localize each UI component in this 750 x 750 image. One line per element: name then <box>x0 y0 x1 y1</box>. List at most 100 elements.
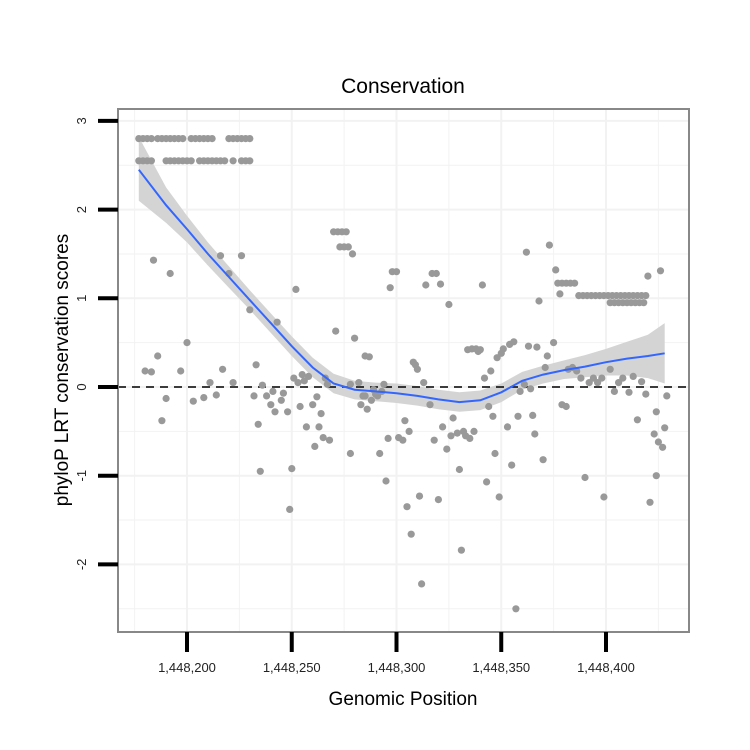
data-point <box>367 396 375 404</box>
data-point <box>514 412 522 420</box>
data-point <box>200 394 208 402</box>
data-point <box>543 352 551 360</box>
data-point <box>524 342 533 350</box>
data-point <box>449 414 457 422</box>
data-point <box>342 228 350 236</box>
data-point <box>319 434 327 442</box>
data-point <box>659 443 667 451</box>
data-point <box>206 379 214 387</box>
data-point <box>594 379 602 387</box>
data-point <box>644 272 652 280</box>
data-point <box>581 473 589 482</box>
data-point <box>510 338 518 346</box>
y-tick-label: 0 <box>74 383 89 390</box>
data-point <box>221 157 229 165</box>
y-tick-label: 1 <box>74 295 89 302</box>
y-tick-label: 2 <box>74 206 89 213</box>
data-point <box>499 345 507 353</box>
data-point <box>399 436 407 444</box>
data-point <box>346 380 354 388</box>
data-point <box>317 410 325 418</box>
data-point <box>254 420 262 428</box>
data-point <box>187 157 195 165</box>
x-tick-label: 1,448,250 <box>263 660 321 675</box>
data-point <box>447 432 455 440</box>
data-point <box>629 372 637 380</box>
data-point <box>237 252 246 260</box>
data-point <box>457 546 465 554</box>
data-point <box>434 496 442 504</box>
data-point <box>405 427 413 435</box>
data-point <box>522 248 531 256</box>
data-point <box>556 290 564 298</box>
data-point <box>166 269 174 278</box>
data-point <box>663 392 671 400</box>
data-point <box>315 423 323 431</box>
y-tick-label: -2 <box>74 559 89 571</box>
data-point <box>439 423 447 431</box>
data-point <box>246 306 254 314</box>
data-point <box>541 363 549 372</box>
data-point <box>363 405 371 413</box>
data-point <box>531 430 539 438</box>
data-point <box>436 280 445 288</box>
data-point <box>302 423 310 431</box>
data-point <box>401 417 409 425</box>
data-point <box>277 396 285 404</box>
data-point <box>384 434 392 442</box>
data-point <box>229 157 237 165</box>
data-point <box>430 436 438 444</box>
data-point <box>273 318 281 326</box>
data-point <box>392 268 401 276</box>
data-point <box>147 135 155 143</box>
data-point <box>527 385 535 393</box>
data-point <box>149 256 158 264</box>
y-tick-label: 3 <box>74 117 89 124</box>
data-point <box>652 472 660 480</box>
data-point <box>208 135 216 143</box>
data-point <box>480 374 489 382</box>
data-point <box>407 530 415 538</box>
data-point <box>298 371 306 379</box>
data-point <box>219 365 227 373</box>
data-point <box>489 412 497 420</box>
data-point <box>638 378 646 386</box>
data-point <box>619 374 627 382</box>
data-point <box>415 492 424 500</box>
data-point <box>313 393 321 401</box>
x-tick-label: 1,448,350 <box>472 660 530 675</box>
data-point <box>633 416 642 424</box>
data-point <box>229 379 237 387</box>
data-point <box>269 387 277 395</box>
data-point <box>386 284 394 292</box>
data-point <box>403 503 411 511</box>
x-axis: 1,448,200 1,448,250 1,448,300 1,448,350 1,44… <box>158 632 635 675</box>
data-point <box>642 390 650 398</box>
data-point <box>382 477 390 485</box>
data-point <box>652 408 660 416</box>
data-point <box>267 401 275 409</box>
x-axis-label: Genomic Position <box>329 689 478 710</box>
data-point <box>141 367 149 375</box>
data-point <box>304 372 313 380</box>
data-point <box>162 394 170 403</box>
data-point <box>478 281 486 289</box>
data-point <box>487 367 495 375</box>
y-axis-label: phyloP LRT conservation scores <box>52 234 73 507</box>
data-point <box>520 380 528 388</box>
data-point <box>189 397 197 405</box>
plot-panel <box>117 108 690 633</box>
data-point <box>577 374 585 382</box>
data-point <box>453 429 461 437</box>
data-point <box>516 387 524 395</box>
data-point <box>212 391 220 399</box>
data-point <box>147 157 155 165</box>
data-point <box>571 279 579 287</box>
data-point <box>323 380 331 388</box>
data-point <box>311 442 319 450</box>
data-points <box>135 135 671 613</box>
data-point <box>650 430 658 438</box>
data-point <box>288 465 296 473</box>
data-point <box>365 353 373 361</box>
